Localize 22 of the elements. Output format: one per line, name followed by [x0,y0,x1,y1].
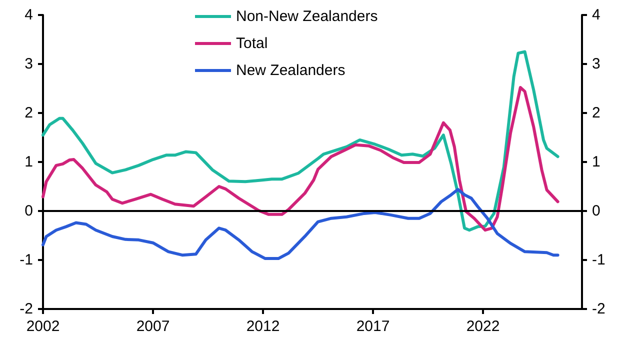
y2-tick-label: 0 [592,202,600,220]
legend-label: New Zealanders [236,62,346,79]
y2-tick-label: 3 [592,56,600,72]
y-tick-label: 2 [24,104,33,122]
x-tick-label: 2012 [246,318,280,335]
legend-label: Non-New Zealanders [236,8,378,25]
legend-label: Total [236,35,268,52]
y-tick-label: -2 [20,300,33,318]
y2-tick-label: 2 [592,104,600,122]
y-tick-label: 0 [24,202,33,220]
y2-tick-label: 1 [592,154,600,170]
y2-tick-label: -2 [592,300,606,318]
x-tick-label: 2002 [26,318,60,335]
x-tick-label: 2022 [466,318,500,335]
y-tick-label: 3 [24,56,33,72]
x-tick-label: 2017 [356,318,390,335]
y2-tick-label: 4 [592,6,600,24]
y-tick-label: -1 [20,252,33,268]
y-tick-label: 4 [24,6,33,24]
y-tick-label: 1 [24,154,33,170]
x-tick-label: 2007 [136,318,170,335]
y2-tick-label: -1 [592,252,606,268]
